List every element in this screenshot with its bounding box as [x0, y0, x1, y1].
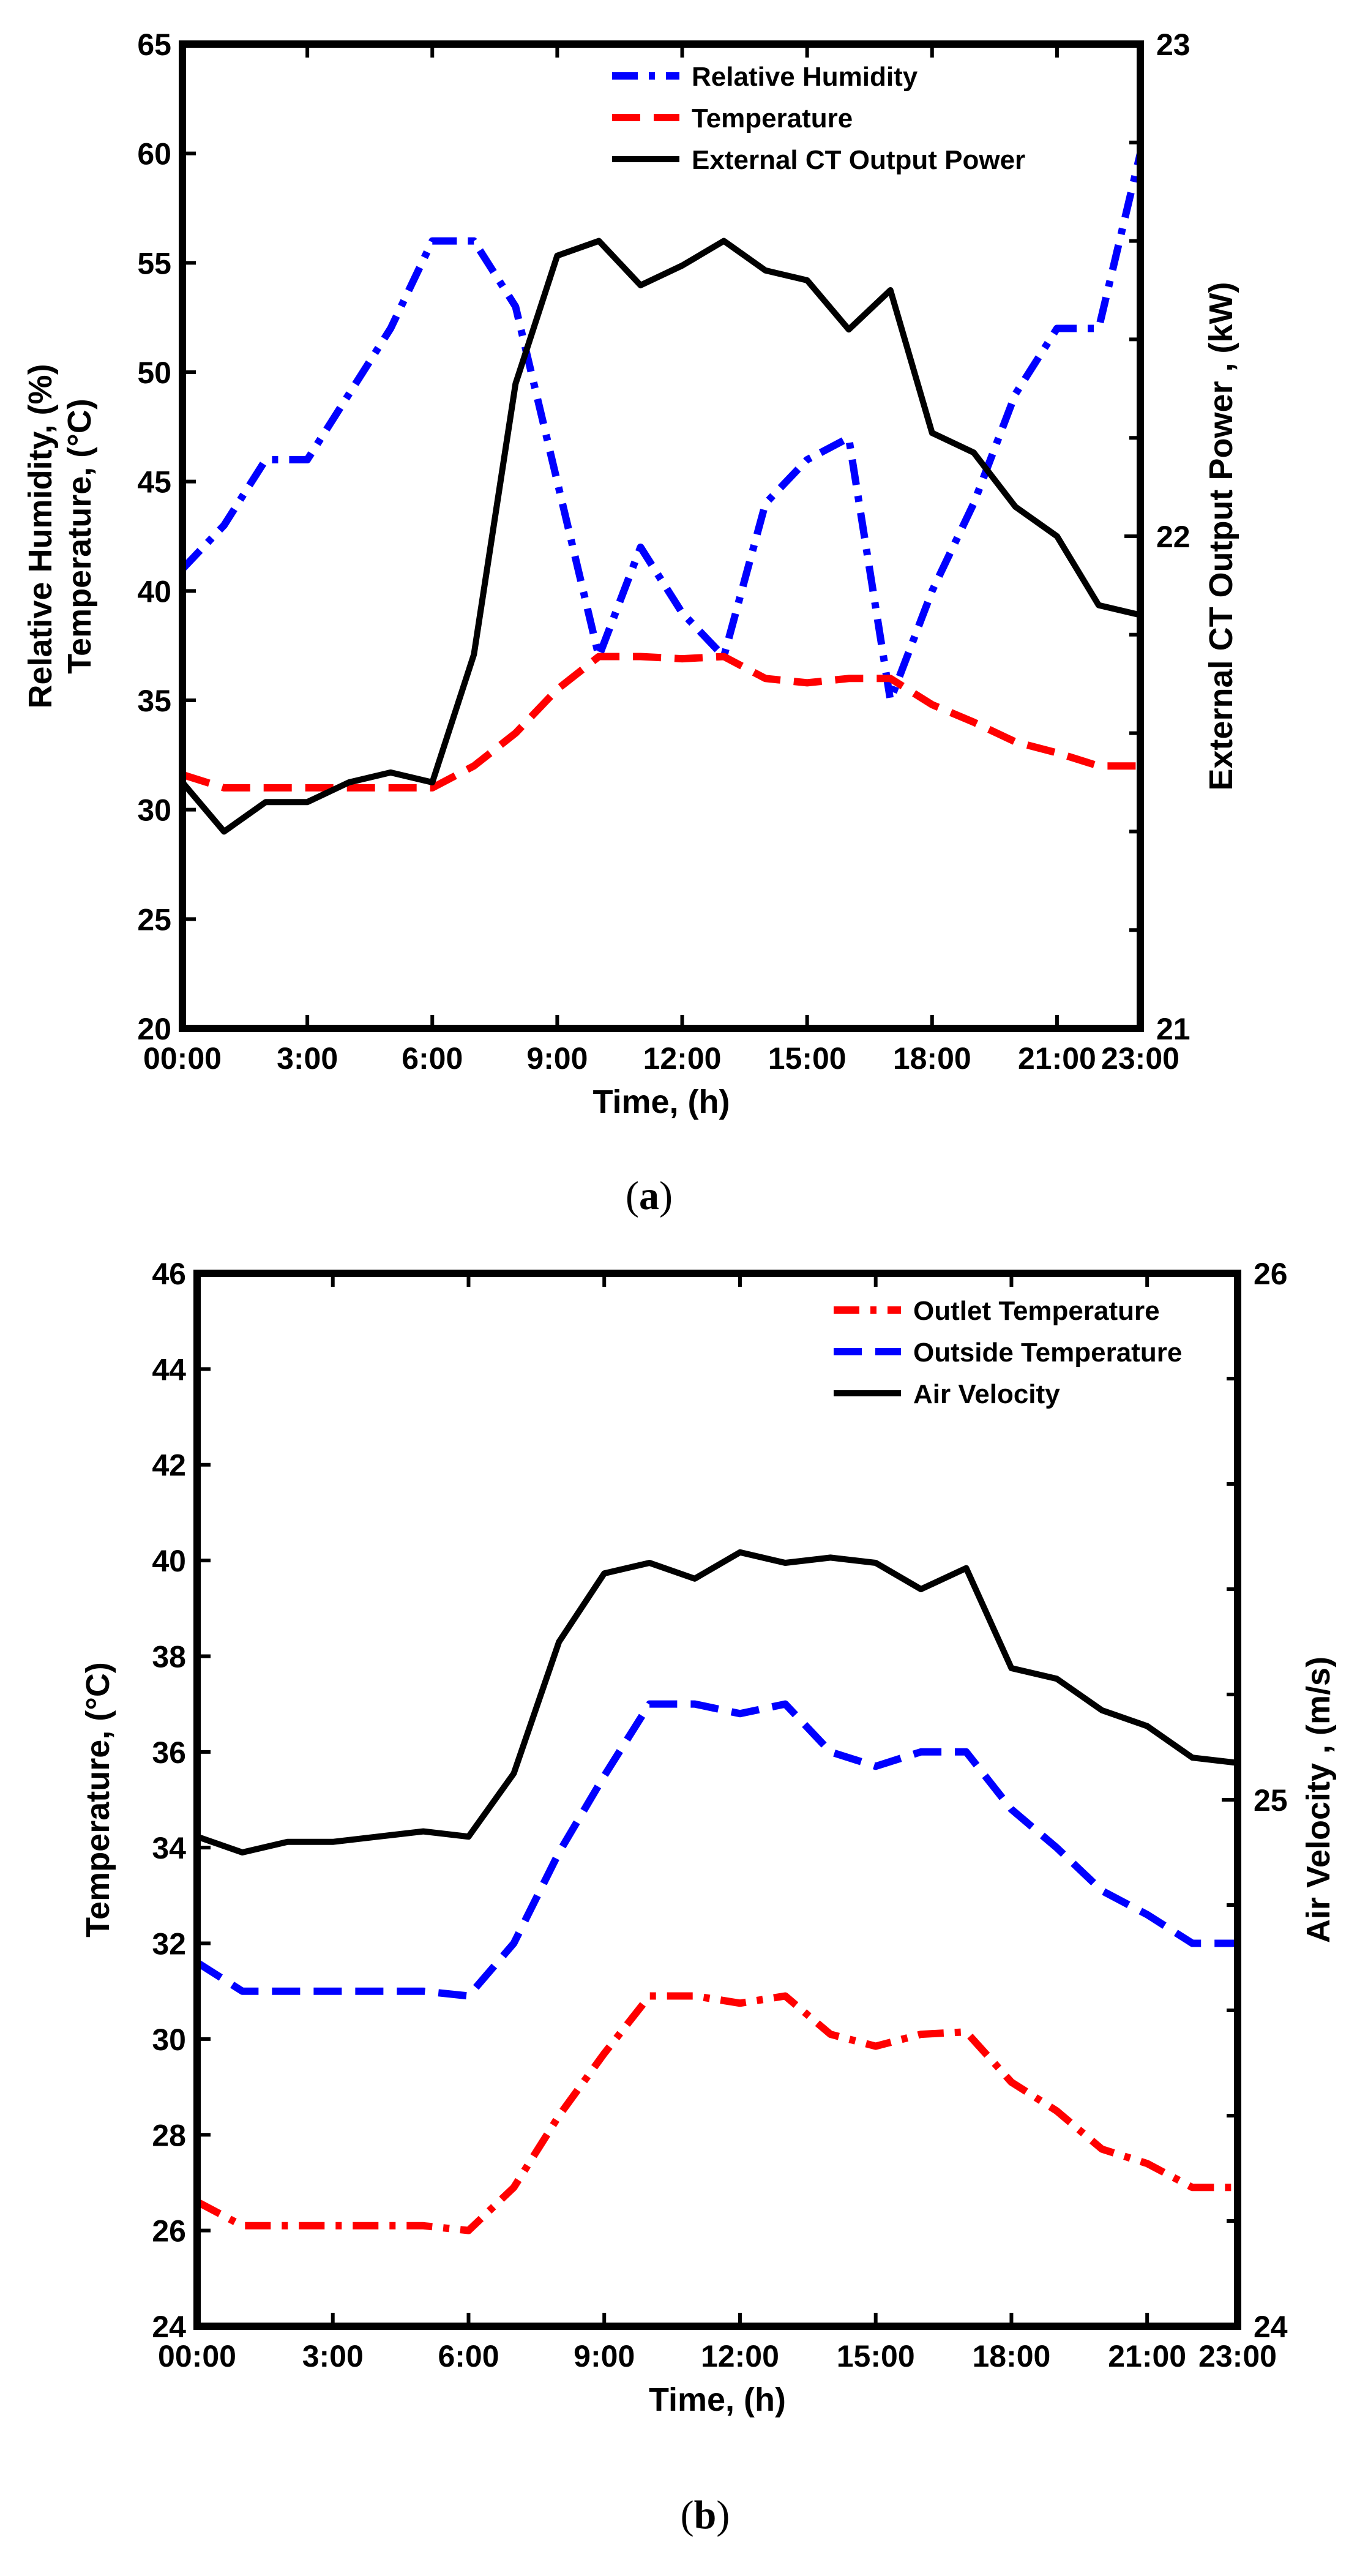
- x-tick-label: 9:00: [574, 2339, 635, 2373]
- y-right-axis-label: Air Velocity , (m/s): [1300, 1657, 1337, 1943]
- legend: Relative Humidity Temperature External CT …: [612, 62, 1025, 175]
- x-tick-label: 18:00: [972, 2339, 1050, 2373]
- y-right-tick-label: 25: [1254, 1783, 1288, 1818]
- series-line-temperature: [182, 653, 1140, 792]
- y-left-tick-label: 60: [137, 137, 171, 171]
- y-left-tick-label: 26: [152, 2214, 186, 2248]
- y-left-tick-label: 42: [152, 1448, 186, 1483]
- figure-caption: (a): [626, 1174, 673, 1218]
- y-left-axis-label: Relative Humidity, (%): [22, 364, 59, 708]
- y-left-tick-label: 36: [152, 1735, 186, 1770]
- y-left-tick-label: 44: [152, 1352, 186, 1387]
- x-tick-label: 3:00: [277, 1041, 338, 1076]
- series-line-outside-temperature: [197, 1700, 1238, 2000]
- y-left-axis-label: Temperature, (°C): [80, 1662, 116, 1938]
- y-left-tick-label: 38: [152, 1639, 186, 1674]
- chart-a: 00:00 3:00 6:00 9:00 12:00 15:00 18:00 21:00 23:…: [22, 28, 1239, 1218]
- x-tick-label: 12:00: [701, 2339, 779, 2373]
- x-tick-label: 12:00: [643, 1041, 722, 1076]
- legend-label: Air Velocity: [913, 1379, 1060, 1409]
- y-left-tick-label: 25: [137, 902, 171, 937]
- x-axis-label: Time, (h): [592, 1084, 730, 1120]
- plot-frame: [179, 40, 1144, 1032]
- y-right-tick-label: 23: [1156, 28, 1190, 62]
- plot-frame: [193, 1270, 1241, 2330]
- legend-label: Outside Temperature: [913, 1338, 1182, 1368]
- x-tick-label: 3:00: [302, 2339, 364, 2373]
- y-right-axis-label: External CT Output Power , (kW): [1203, 282, 1239, 790]
- figure-caption: (b): [681, 2493, 730, 2537]
- x-tick-label: 00:00: [158, 2339, 236, 2373]
- y-left-tick-label: 35: [137, 684, 171, 718]
- y-right-tick-label: 26: [1254, 1257, 1288, 1291]
- y-left-tick-label: 24: [152, 2310, 186, 2344]
- x-tick-label: 00:00: [143, 1041, 222, 1076]
- series-group: [182, 152, 1140, 835]
- y-right-tick-label: 22: [1156, 520, 1190, 554]
- legend-label: Temperature: [692, 103, 853, 133]
- y-left-tick-label: 32: [152, 1927, 186, 1961]
- series-line-external-ct-output-power: [182, 238, 1140, 835]
- x-tick-label: 23:00: [1198, 2339, 1277, 2373]
- y-left-tick-label: 50: [137, 356, 171, 390]
- y-right-tick-label: 24: [1254, 2310, 1288, 2344]
- y-left-tick-label: 40: [137, 574, 171, 608]
- y-left-tick-label: 65: [137, 28, 171, 62]
- x-tick-label: 23:00: [1101, 1041, 1179, 1076]
- chart-b: 00:00 3:00 6:00 9:00 12:00 15:00 18:00 21:00 23:…: [80, 1257, 1337, 2537]
- series-line-air-velocity: [197, 1549, 1238, 1855]
- y-left-tick-label: 28: [152, 2118, 186, 2152]
- x-tick-label: 21:00: [1108, 2339, 1186, 2373]
- y-right-tick-label: 21: [1156, 1012, 1190, 1046]
- legend: Outlet Temperature Outside Temperature Air…: [834, 1296, 1182, 1409]
- x-tick-label: 6:00: [402, 1041, 463, 1076]
- y-left-tick-label: 34: [152, 1831, 186, 1865]
- legend-label: Outlet Temperature: [913, 1296, 1160, 1326]
- legend-label: External CT Output Power: [692, 145, 1025, 175]
- x-tick-label: 15:00: [837, 2339, 915, 2373]
- x-tick-label: 21:00: [1018, 1041, 1096, 1076]
- y-left-tick-label: 45: [137, 465, 171, 500]
- x-tick-label: 18:00: [893, 1041, 971, 1076]
- legend-label: Relative Humidity: [692, 62, 918, 92]
- y-left-tick-label: 55: [137, 246, 171, 280]
- series-group: [197, 1549, 1238, 2234]
- series-line-outlet-temperature: [197, 1992, 1238, 2234]
- y-left-tick-label: 30: [137, 793, 171, 828]
- series-line-relative-humidity: [182, 152, 1140, 704]
- y-left-axis-label: Temperature, (°C): [61, 399, 98, 674]
- y-left-tick-label: 20: [137, 1012, 171, 1046]
- y-left-tick-label: 30: [152, 2023, 186, 2057]
- x-tick-label: 9:00: [526, 1041, 588, 1076]
- x-axis-label: Time, (h): [649, 2381, 786, 2418]
- x-tick-label: 6:00: [438, 2339, 499, 2373]
- y-left-tick-label: 40: [152, 1544, 186, 1578]
- y-left-tick-label: 46: [152, 1257, 186, 1291]
- x-tick-label: 15:00: [768, 1041, 847, 1076]
